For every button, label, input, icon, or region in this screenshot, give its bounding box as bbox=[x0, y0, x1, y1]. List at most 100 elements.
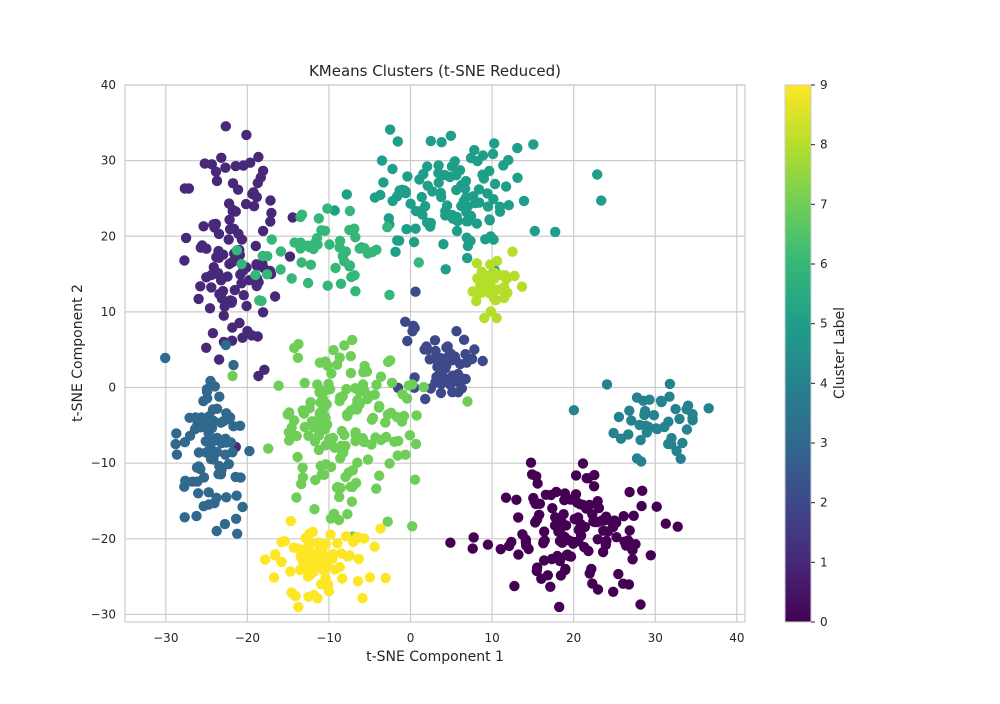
cluster-2-point bbox=[461, 357, 472, 368]
cluster-9-point bbox=[260, 554, 271, 565]
cluster-9-point bbox=[285, 515, 296, 527]
y-tick-label: −10 bbox=[91, 456, 116, 470]
cluster-1-point bbox=[195, 242, 206, 253]
cluster-7-point bbox=[314, 357, 326, 368]
cluster-6-point bbox=[302, 277, 314, 289]
cluster-4-point bbox=[608, 427, 619, 439]
cluster-0-point bbox=[513, 549, 524, 560]
cluster-8-point bbox=[471, 295, 482, 307]
cluster-7-point bbox=[298, 408, 310, 419]
cluster-9-point bbox=[375, 523, 386, 534]
cluster-5-point bbox=[417, 209, 428, 220]
cluster-3-point bbox=[179, 512, 190, 523]
cluster-9-point bbox=[276, 536, 287, 548]
colorbar-label: Cluster Label bbox=[832, 307, 848, 399]
cluster-3-point bbox=[160, 352, 171, 364]
cluster-0-point bbox=[581, 473, 592, 484]
cluster-4-point bbox=[639, 405, 651, 417]
cluster-1-point bbox=[198, 221, 209, 232]
cluster-3-point bbox=[200, 436, 211, 447]
cluster-4-point bbox=[648, 410, 660, 421]
cluster-4-point bbox=[664, 391, 675, 402]
cluster-1-point bbox=[246, 330, 258, 341]
cluster-0-point bbox=[500, 492, 512, 503]
y-tick-label: −30 bbox=[91, 607, 116, 621]
cluster-7-point bbox=[392, 450, 403, 461]
cluster-5-point bbox=[384, 124, 396, 135]
cluster-7-point bbox=[383, 356, 394, 368]
cluster-1-point bbox=[287, 212, 298, 223]
x-tick-label: 30 bbox=[648, 631, 663, 645]
cluster-1-point bbox=[230, 206, 241, 217]
cluster-1-point bbox=[180, 232, 192, 244]
cluster-2-point bbox=[407, 326, 418, 337]
cluster-6-point bbox=[330, 262, 341, 274]
cluster-5-point bbox=[376, 155, 388, 166]
cluster-7-point bbox=[407, 521, 418, 532]
cluster-5-point bbox=[461, 232, 472, 243]
cluster-0-point bbox=[467, 543, 478, 554]
cluster-4-point bbox=[674, 413, 685, 425]
cluster-8-point bbox=[516, 281, 528, 292]
cluster-5-point bbox=[596, 195, 607, 206]
cluster-0-point bbox=[531, 565, 542, 577]
cluster-7-point bbox=[362, 454, 374, 465]
cluster-0-point bbox=[607, 517, 618, 528]
cluster-3-point bbox=[214, 391, 225, 402]
cluster-9-point bbox=[320, 580, 332, 591]
cluster-2-point bbox=[469, 344, 480, 355]
cluster-2-point bbox=[460, 349, 471, 360]
cluster-7-point bbox=[291, 492, 302, 503]
cluster-7-point bbox=[313, 444, 325, 456]
cluster-7-point bbox=[404, 430, 416, 441]
cluster-2-point bbox=[458, 334, 470, 345]
chart-title: KMeans Clusters (t-SNE Reduced) bbox=[309, 62, 561, 80]
cluster-6-point bbox=[261, 269, 273, 280]
colorbar-tick-label: 5 bbox=[820, 317, 828, 331]
cluster-2-point bbox=[402, 335, 413, 347]
cluster-4-point bbox=[664, 378, 676, 390]
cluster-6-point bbox=[250, 269, 261, 281]
cluster-1-point bbox=[193, 293, 204, 305]
colorbar-tick-label: 7 bbox=[820, 197, 828, 211]
cluster-3-point bbox=[220, 339, 231, 351]
cluster-4-point bbox=[681, 424, 693, 435]
cluster-6-point bbox=[384, 289, 395, 301]
cluster-9-point bbox=[380, 572, 391, 584]
cluster-3-point bbox=[192, 419, 203, 430]
colorbar: 0 1 2 3 4 5 6 7 8 9 Cluster Label bbox=[784, 78, 848, 629]
y-tick-label: 30 bbox=[101, 154, 116, 168]
cluster-5-point bbox=[390, 246, 401, 257]
cluster-8-point bbox=[493, 284, 504, 295]
cluster-7-point bbox=[335, 453, 346, 464]
cluster-9-point bbox=[325, 529, 336, 540]
plot-area: −30 −20 −10 0 10 20 30 40 −30 −20 −10 0 10 20 30 40 bbox=[91, 78, 746, 645]
cluster-9-point bbox=[304, 528, 315, 539]
cluster-5-point bbox=[460, 175, 472, 187]
cluster-4-point bbox=[682, 400, 694, 411]
cluster-5-point bbox=[425, 221, 436, 232]
cluster-1-point bbox=[179, 255, 190, 266]
cluster-5-point bbox=[369, 192, 381, 203]
cluster-1-point bbox=[257, 307, 269, 318]
cluster-3-point bbox=[219, 518, 231, 530]
cluster-5-point bbox=[452, 215, 463, 227]
cluster-3-point bbox=[191, 510, 202, 522]
cluster-7-point bbox=[325, 513, 337, 524]
cluster-9-point bbox=[334, 561, 345, 573]
cluster-1-point bbox=[238, 160, 249, 171]
cluster-4-point bbox=[635, 434, 646, 446]
cluster-5-point bbox=[387, 163, 398, 175]
cluster-0-point bbox=[547, 503, 558, 514]
y-tick-label: −20 bbox=[91, 532, 116, 546]
cluster-3-point bbox=[211, 446, 223, 458]
cluster-0-point bbox=[542, 570, 553, 581]
cluster-7-point bbox=[263, 443, 274, 454]
cluster-2-point bbox=[451, 326, 462, 337]
y-tick-label: 20 bbox=[101, 229, 116, 243]
cluster-8-point bbox=[479, 312, 490, 324]
cluster-8-point bbox=[471, 258, 483, 269]
cluster-7-point bbox=[358, 436, 370, 448]
cluster-0-point bbox=[672, 521, 683, 532]
cluster-7-point bbox=[329, 442, 340, 453]
